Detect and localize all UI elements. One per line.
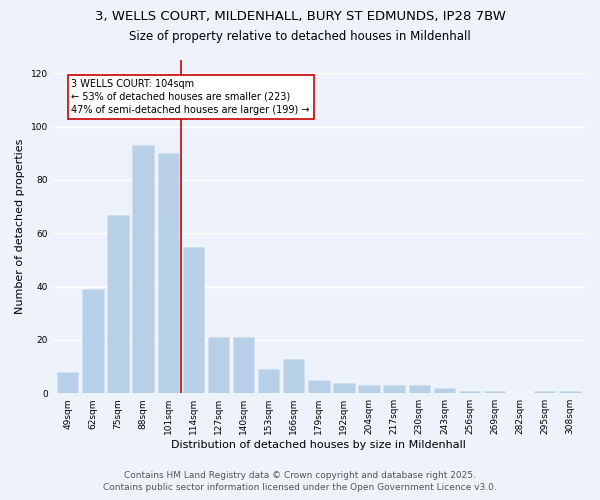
- Bar: [258, 369, 279, 393]
- Y-axis label: Number of detached properties: Number of detached properties: [15, 139, 25, 314]
- Bar: [233, 337, 254, 393]
- Bar: [283, 358, 304, 393]
- Bar: [308, 380, 329, 393]
- Bar: [133, 146, 154, 393]
- Bar: [82, 289, 104, 393]
- Bar: [484, 390, 505, 393]
- Bar: [409, 385, 430, 393]
- Bar: [358, 385, 380, 393]
- Bar: [208, 337, 229, 393]
- Bar: [459, 390, 480, 393]
- Bar: [57, 372, 79, 393]
- Text: 3, WELLS COURT, MILDENHALL, BURY ST EDMUNDS, IP28 7BW: 3, WELLS COURT, MILDENHALL, BURY ST EDMU…: [95, 10, 505, 23]
- Bar: [559, 390, 581, 393]
- Bar: [534, 390, 556, 393]
- Bar: [383, 385, 405, 393]
- X-axis label: Distribution of detached houses by size in Mildenhall: Distribution of detached houses by size …: [172, 440, 466, 450]
- Bar: [158, 154, 179, 393]
- Text: Contains HM Land Registry data © Crown copyright and database right 2025.
Contai: Contains HM Land Registry data © Crown c…: [103, 471, 497, 492]
- Bar: [434, 388, 455, 393]
- Bar: [182, 246, 204, 393]
- Text: 3 WELLS COURT: 104sqm
← 53% of detached houses are smaller (223)
47% of semi-det: 3 WELLS COURT: 104sqm ← 53% of detached …: [71, 78, 310, 115]
- Text: Size of property relative to detached houses in Mildenhall: Size of property relative to detached ho…: [129, 30, 471, 43]
- Bar: [107, 214, 128, 393]
- Bar: [333, 382, 355, 393]
